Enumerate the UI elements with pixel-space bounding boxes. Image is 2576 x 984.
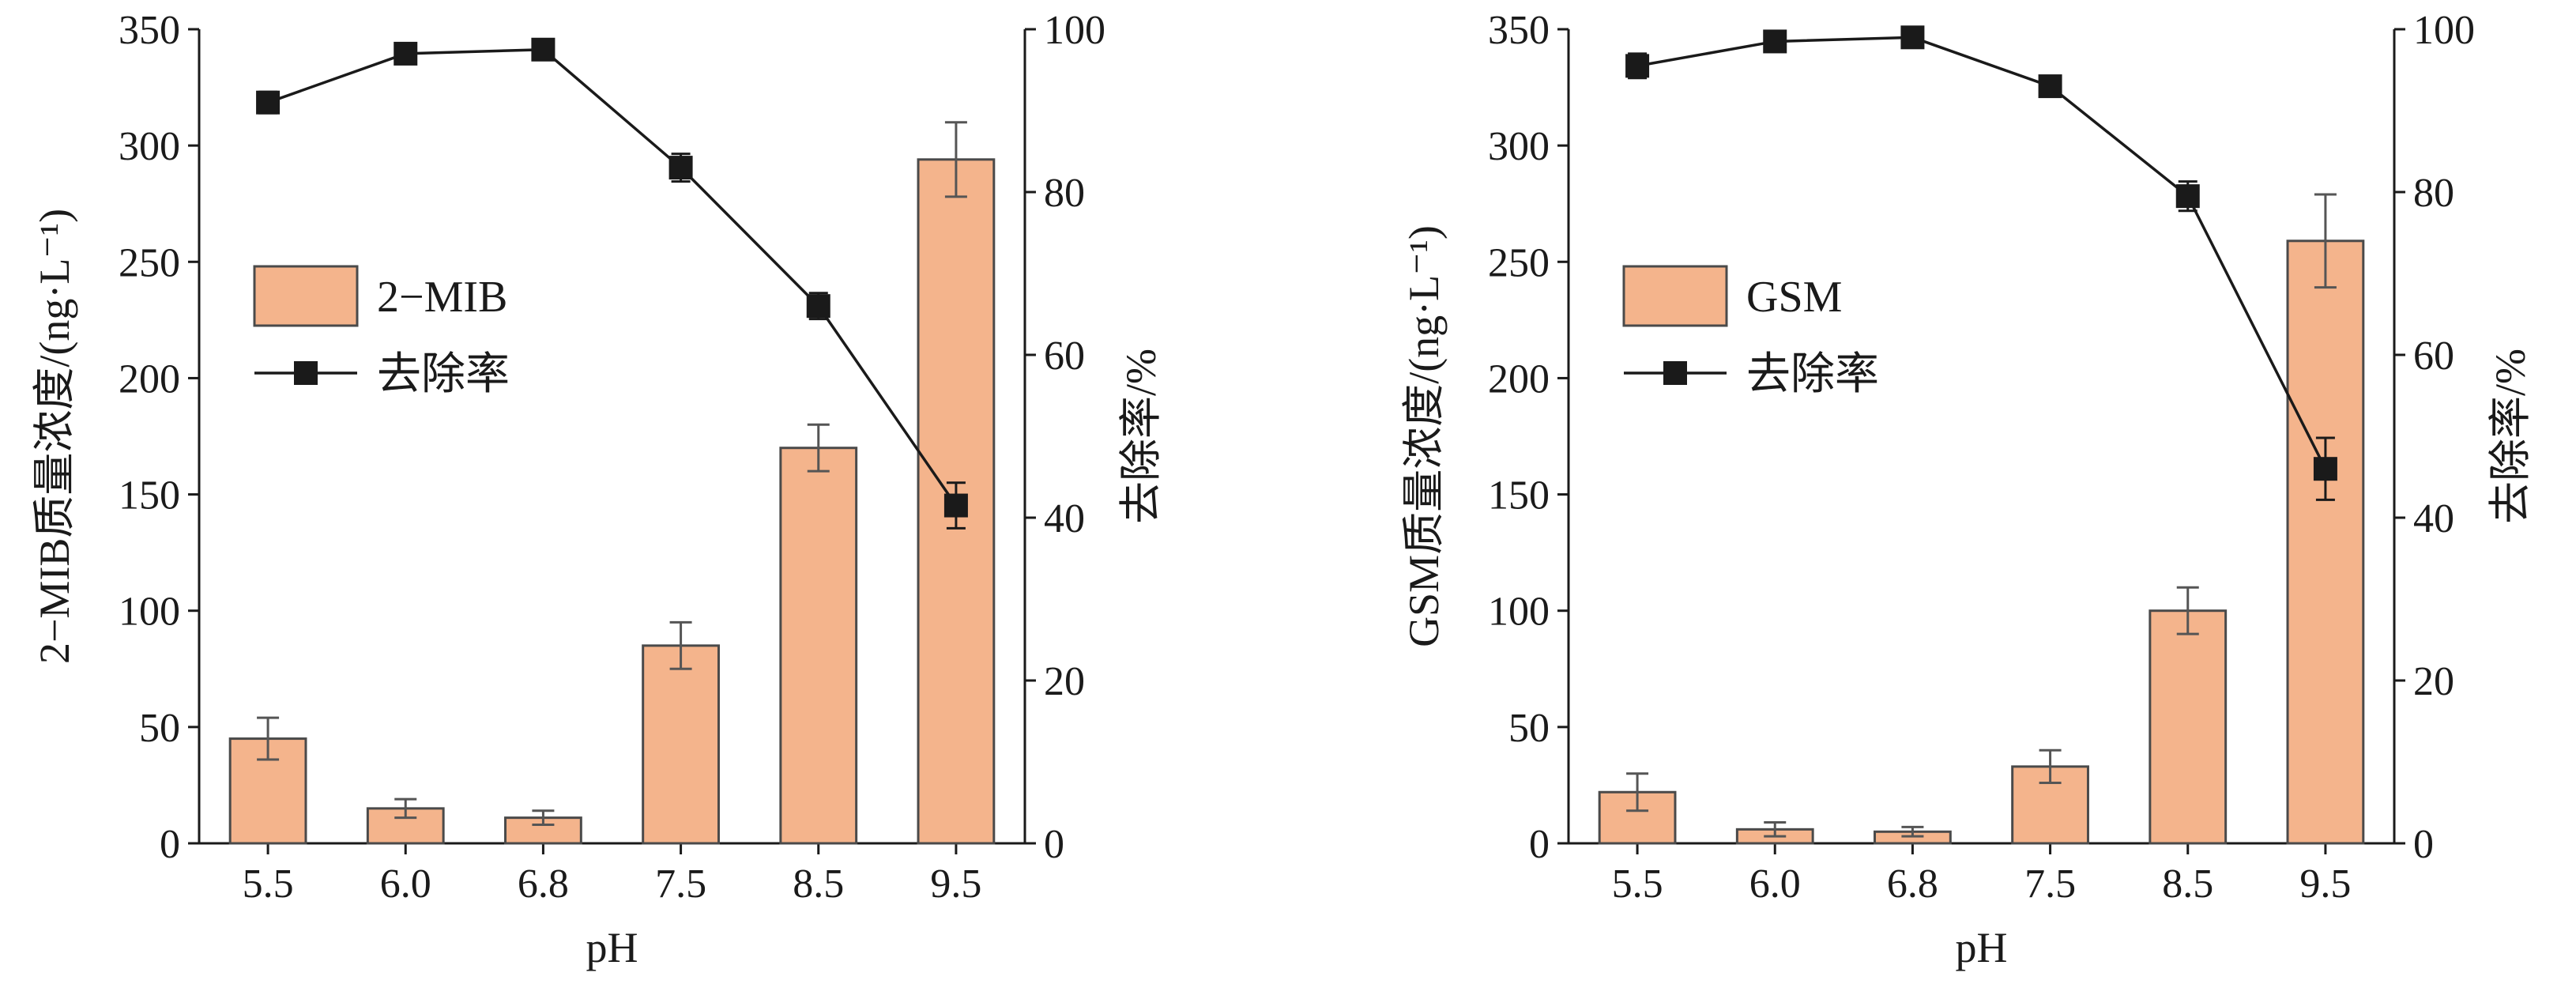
removal-rate-marker (2038, 74, 2062, 99)
left-y-axis-label: GSM质量浓度/(ng·L⁻¹) (1400, 225, 1448, 647)
bar (2286, 239, 2365, 845)
right-y-axis-label: 去除率/% (1117, 349, 1165, 524)
legend-bar-swatch (1622, 265, 1728, 327)
right-y-tick-label: 40 (1044, 496, 1085, 541)
removal-rate-marker (394, 41, 418, 66)
x-axis-label: pH (586, 924, 638, 971)
removal-rate-marker (2313, 457, 2337, 481)
legend-line-marker (294, 361, 318, 385)
x-tick-label: 8.5 (793, 861, 844, 907)
left-y-axis-label: 2−MIB质量浓度/(ng·L⁻¹) (31, 209, 78, 664)
legend-bar-label: GSM (1746, 273, 1842, 322)
x-tick-label: 7.5 (655, 861, 706, 907)
removal-rate-marker (943, 493, 968, 518)
left-y-tick-label: 350 (119, 8, 180, 53)
removal-rate-marker (806, 294, 830, 319)
x-axis-label: pH (1956, 924, 2008, 971)
left-y-tick-label: 350 (1488, 8, 1550, 53)
left-y-tick-label: 100 (119, 590, 180, 635)
legend-bar-label: 2−MIB (377, 273, 507, 322)
chart-panel-gsm: 0 50 100 150 200 250 300 350 0 20 40 60 80 100 5.5 6.0 6… (1400, 8, 2534, 971)
removal-rate-marker (531, 37, 555, 62)
x-tick-label: 5.5 (243, 861, 294, 907)
left-y-tick-label: 0 (1529, 822, 1550, 867)
left-y-tick-label: 150 (1488, 473, 1550, 518)
removal-rate-marker (1625, 54, 1650, 78)
removal-rate-marker (1900, 25, 1925, 50)
removal-rate-marker (668, 156, 693, 180)
legend-line-label: 去除率 (377, 350, 510, 399)
right-y-tick-label: 60 (2413, 334, 2454, 379)
right-y-tick-label: 80 (1044, 171, 1085, 216)
left-y-tick-label: 250 (119, 240, 180, 285)
left-y-tick-label: 0 (160, 822, 180, 867)
right-y-tick-label: 40 (2413, 496, 2454, 541)
right-y-tick-label: 0 (2413, 822, 2434, 867)
bar (642, 644, 720, 845)
left-y-tick-label: 300 (1488, 124, 1550, 169)
left-y-tick-label: 150 (119, 473, 180, 518)
right-y-tick-label: 20 (1044, 659, 1085, 704)
removal-rate-line (267, 47, 958, 507)
removal-rate-line (1636, 36, 2327, 469)
x-tick-label: 7.5 (2024, 861, 2076, 907)
right-y-tick-label: 60 (1044, 334, 1085, 379)
left-y-tick-label: 50 (1508, 706, 1550, 751)
legend-line-label: 去除率 (1746, 350, 1879, 399)
removal-rate-marker (1763, 29, 1787, 54)
removal-rate-marker (2175, 184, 2200, 209)
chart-panel-2mib: 0 50 100 150 200 250 300 350 0 20 40 60 80 100 5.5 6.0 6… (31, 8, 1165, 971)
legend-bar-swatch (253, 265, 359, 327)
bar (2149, 609, 2228, 845)
x-tick-label: 8.5 (2162, 861, 2213, 907)
x-tick-label: 6.0 (380, 861, 431, 907)
right-y-tick-label: 100 (1044, 8, 1105, 53)
left-y-tick-label: 300 (119, 124, 180, 169)
left-y-tick-label: 200 (119, 356, 180, 402)
x-tick-label: 6.0 (1749, 861, 1801, 907)
right-y-axis-label: 去除率/% (2487, 349, 2534, 524)
legend-line-marker (1663, 361, 1687, 385)
x-tick-label: 5.5 (1612, 861, 1663, 907)
x-tick-label: 6.8 (518, 861, 569, 907)
right-y-tick-label: 100 (2413, 8, 2475, 53)
bar (779, 447, 858, 845)
x-tick-label: 9.5 (2299, 861, 2351, 907)
removal-rate-marker (256, 90, 281, 115)
x-tick-label: 9.5 (930, 861, 981, 907)
right-y-tick-label: 0 (1044, 822, 1064, 867)
x-tick-label: 6.8 (1887, 861, 1938, 907)
left-y-tick-label: 200 (1488, 356, 1550, 402)
left-y-tick-label: 50 (139, 706, 180, 751)
right-y-tick-label: 20 (2413, 659, 2454, 704)
left-y-tick-label: 250 (1488, 240, 1550, 285)
left-y-tick-label: 100 (1488, 590, 1550, 635)
right-y-tick-label: 80 (2413, 171, 2454, 216)
